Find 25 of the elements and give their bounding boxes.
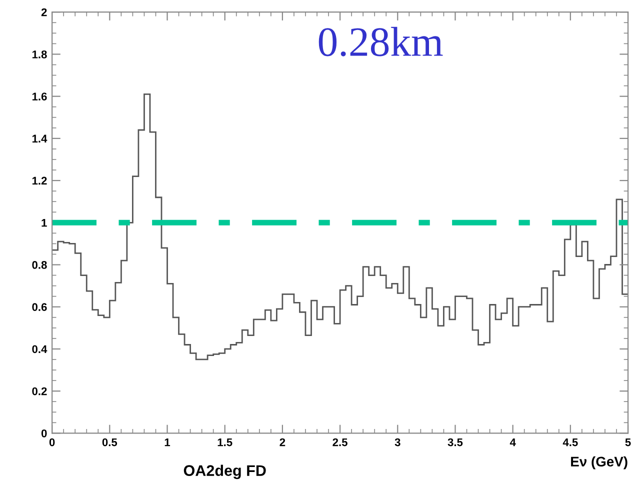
y-tick-label: 1.2 [32,176,47,185]
x-tick-label: 3 [394,438,400,446]
y-tick-label: 0.6 [32,303,47,311]
x-tick-label: 2.5 [332,438,348,446]
x-tick-label: 4 [510,438,516,446]
y-tick-label: 1.4 [32,134,48,142]
x-axis-title: Eν (GeV) [571,456,628,470]
x-tick-label: 1.5 [218,438,232,446]
y-tick-label: 0.4 [32,345,48,354]
x-tick-label: 1 [164,438,170,446]
y-tick-label: 0.8 [32,261,47,269]
y-tick-label: 1 [42,219,47,227]
y-tick-label: 0.2 [32,387,47,396]
y-tick-label: 1.8 [32,50,47,58]
x-tick-label: 4.5 [562,438,578,446]
x-tick-label: 5 [625,438,631,446]
x-tick-label: 2 [280,438,286,446]
y-tick-label: 2 [41,8,47,16]
y-tick-label: 0 [41,429,47,438]
y-tick-label: 1.6 [32,92,47,100]
annotation: 0.28km [318,26,443,56]
x-tick-label: 0 [49,438,55,446]
x-tick-label: 3.5 [448,438,463,446]
x-tick-label: 0.5 [102,438,118,446]
text: OA2deg FD [184,464,266,480]
